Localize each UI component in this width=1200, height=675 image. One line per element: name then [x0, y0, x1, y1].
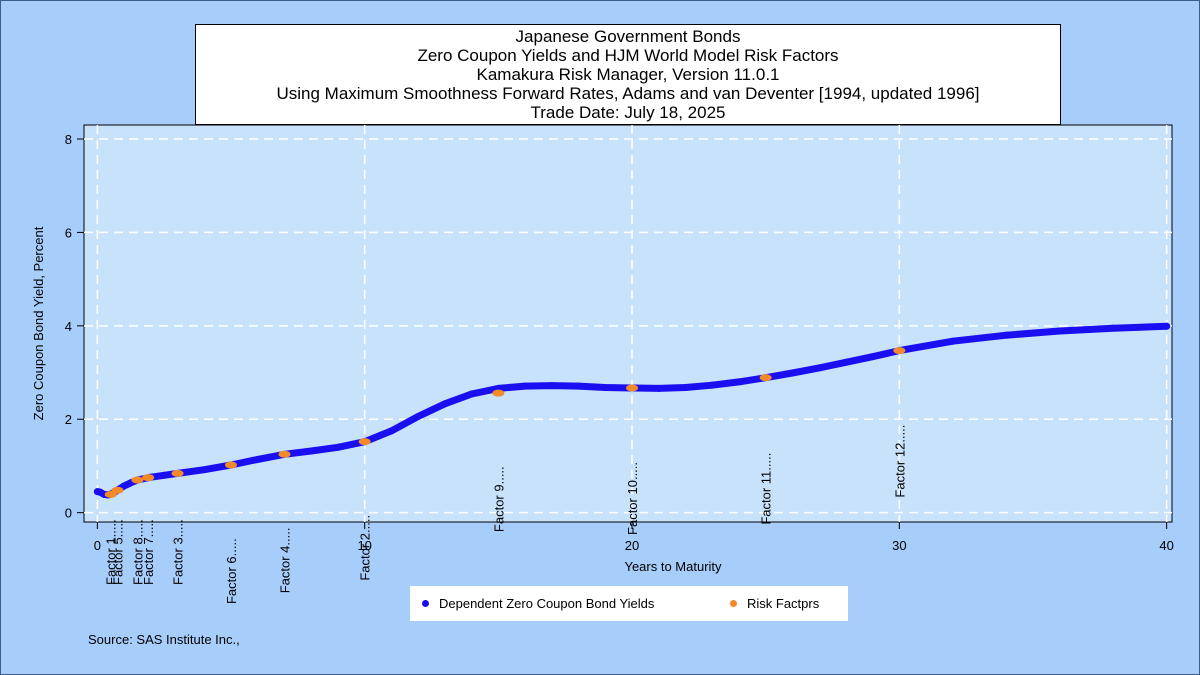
risk-factor-point — [142, 474, 155, 482]
chart-subtitle-4: Trade Date: July 18, 2025 — [530, 103, 726, 122]
y-tick-label: 4 — [65, 319, 72, 334]
risk-factor-label: Factor 1..... — [104, 519, 119, 585]
yield-point — [842, 358, 850, 366]
yield-point — [120, 482, 128, 490]
x-tick-label: 10 — [357, 538, 371, 553]
series-layer — [93, 322, 1171, 499]
risk-factor-label: Factor 5..... — [110, 519, 125, 585]
risk-factor-point — [278, 450, 291, 458]
yield-point — [1109, 324, 1117, 332]
risk-factor-label: Factor 11..... — [759, 453, 774, 525]
x-tick-label: 20 — [625, 538, 639, 553]
yield-point — [869, 353, 877, 361]
x-tick-label: 40 — [1159, 538, 1173, 553]
risk-factor-label: Factor 2..... — [358, 515, 373, 581]
risk-factor-point — [358, 438, 371, 446]
x-tick-label: 30 — [892, 538, 906, 553]
yield-point — [521, 382, 529, 390]
yield-point — [307, 447, 315, 455]
legend-item-yields: Dependent Zero Coupon Bond Yields — [422, 586, 654, 621]
x-axis-label: Years to Maturity — [624, 559, 722, 574]
legend: Dependent Zero Coupon Bond Yields Risk F… — [410, 586, 848, 621]
legend-marker-risk-factors — [730, 600, 737, 607]
risk-factor-point — [225, 461, 238, 469]
risk-factor-point — [171, 469, 184, 477]
yield-point — [655, 384, 663, 392]
yield-point — [1002, 331, 1010, 339]
risk-factor-point — [492, 389, 505, 397]
risk-factor-label: Factor 3..... — [171, 519, 186, 585]
yield-point — [387, 427, 395, 435]
legend-marker-yields — [422, 600, 429, 607]
source-note: Source: SAS Institute Inc., — [88, 632, 240, 647]
chart-subtitle-3: Using Maximum Smoothness Forward Rates, … — [276, 84, 980, 103]
chart-subtitle-1: Zero Coupon Yields and HJM World Model R… — [417, 46, 839, 65]
risk-factor-point — [111, 486, 124, 494]
x-tick-label: 0 — [94, 538, 101, 553]
risk-factor-label: Factor 4..... — [277, 528, 292, 594]
legend-label-risk-factors: Risk Factprs — [747, 596, 820, 611]
yield-point — [1056, 327, 1064, 335]
legend-label-yields: Dependent Zero Coupon Bond Yields — [439, 596, 655, 611]
risk-factor-label: Factor 10..... — [625, 462, 640, 535]
yield-point — [414, 412, 422, 420]
yield-point — [681, 383, 689, 391]
y-axis-label: Zero Coupon Bond Yield, Percent — [31, 226, 46, 420]
yield-point — [200, 466, 208, 474]
axes: 0 2 4 6 8 0 10 20 30 40 — [65, 132, 1174, 553]
yield-point — [441, 400, 449, 408]
chart-subtitle-2: Kamakura Risk Manager, Version 11.0.1 — [476, 65, 780, 84]
yield-point — [788, 369, 796, 377]
factor-labels: Factor 1.....Factor 5..... Factor 8.....F… — [104, 425, 908, 604]
yield-point — [1163, 322, 1171, 330]
yield-point — [735, 378, 743, 386]
yield-point — [601, 383, 609, 391]
yield-point — [949, 337, 957, 345]
yield-point — [548, 382, 556, 390]
yield-point — [160, 471, 168, 479]
y-tick-label: 0 — [65, 506, 72, 521]
risk-factor-label: Factor 12..... — [892, 425, 907, 498]
yield-point — [254, 455, 262, 463]
risk-factor-point — [626, 384, 639, 392]
risk-factor-label: Factor 8..... — [130, 519, 145, 585]
chart-title: Japanese Government Bonds — [515, 27, 741, 46]
yield-point — [334, 443, 342, 451]
risk-factor-point — [893, 347, 906, 355]
grid — [84, 125, 1172, 522]
risk-factor-label: Factor 9..... — [491, 466, 506, 532]
chart-title-box: Japanese Government Bonds Zero Coupon Yi… — [195, 24, 1061, 125]
yield-point — [468, 390, 476, 398]
yield-point — [708, 381, 716, 389]
yield-point — [575, 382, 583, 390]
y-tick-label: 8 — [65, 132, 72, 147]
legend-item-risk-factors: Risk Factprs — [730, 586, 819, 621]
risk-factor-point — [759, 374, 772, 382]
risk-factor-label: Factor 7..... — [141, 519, 156, 585]
risk-factor-label: Factor 6..... — [224, 538, 239, 604]
y-tick-label: 6 — [65, 225, 72, 240]
risk-factor-point — [131, 476, 144, 484]
yield-point — [815, 364, 823, 372]
y-tick-label: 2 — [65, 412, 72, 427]
